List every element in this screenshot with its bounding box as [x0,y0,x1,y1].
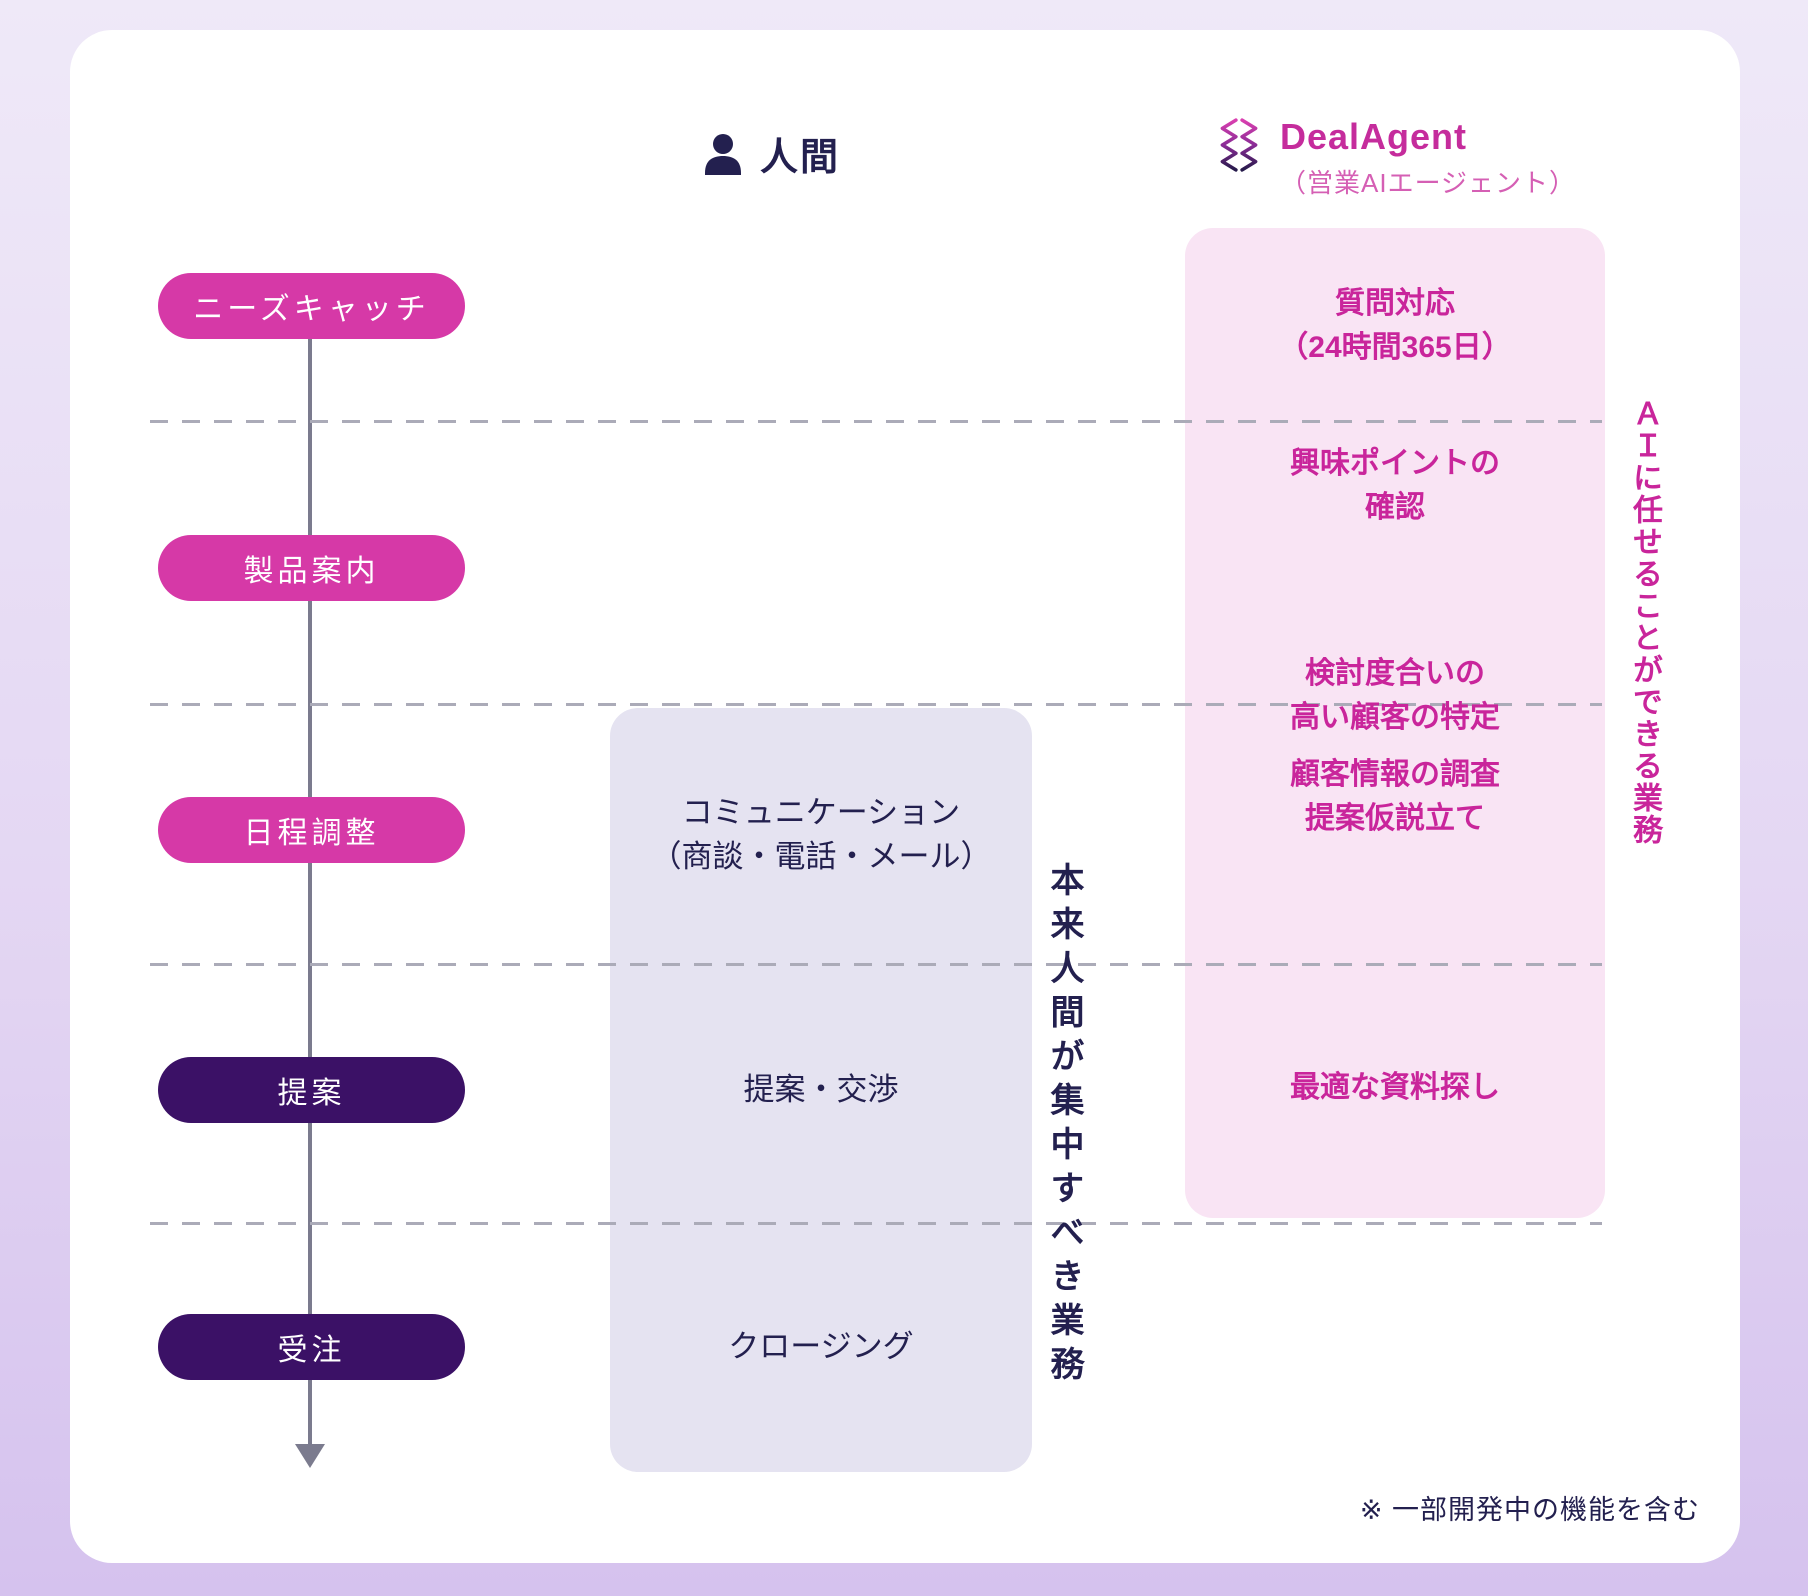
human-column-label: 人間 [760,137,841,179]
ai-task-research: 顧客情報の調査 提案仮説立て [1185,753,1605,841]
task-line: 顧客情報の調査 [1290,758,1500,791]
human-task-negotiation: 提案・交渉 [610,1068,1032,1112]
ai-task-lead-scoring: 検討度合いの 高い顧客の特定 [1185,652,1605,740]
person-icon [705,133,741,175]
flow-step-label: 製品案内 [243,555,380,588]
footnote: ※ 一部開発中の機能を含む [1359,1495,1700,1525]
ai-tasks-box [1185,228,1605,1218]
ai-task-material-search: 最適な資料探し [1185,1066,1605,1110]
phase-separator-2 [150,703,1602,706]
flow-arrow-line [308,300,312,1446]
ai-task-interest-check: 興味ポイントの 確認 [1185,442,1605,530]
flow-step-label: 提案 [277,1077,346,1110]
task-line: （24時間365日） [1278,331,1512,364]
ai-side-label: ＡＩに任せることができる業務 [1628,398,1661,846]
flow-step-scheduling: 日程調整 [158,797,465,863]
task-line: コミュニケーション [681,795,961,830]
human-task-communication: コミュニケーション （商談・電話・メール） [610,791,1032,879]
flow-step-needs-catch: ニーズキャッチ [158,273,465,339]
phase-separator-3 [150,963,1602,966]
phase-separator-4 [150,1222,1602,1225]
flow-step-label: 受注 [277,1334,346,1367]
human-tasks-box [610,708,1032,1472]
phase-separator-1 [150,420,1602,423]
human-task-closing: クロージング [610,1325,1032,1369]
flow-step-product-guide: 製品案内 [158,535,465,601]
flow-step-proposal: 提案 [158,1057,465,1123]
task-line: 興味ポイントの [1290,447,1500,480]
dealagent-logo-icon [1220,118,1258,172]
task-line: （商談・電話・メール） [650,839,992,874]
task-line: 質問対応 [1335,287,1455,320]
flow-arrow-head-icon [295,1444,325,1468]
task-line: 確認 [1365,491,1425,524]
flow-step-order: 受注 [158,1314,465,1380]
task-line: クロージング [728,1329,914,1364]
task-line: 提案仮説立て [1305,802,1485,835]
flow-step-label: ニーズキャッチ [193,293,430,326]
task-line: 高い顧客の特定 [1290,701,1500,734]
human-column-header: 人間 [700,126,840,181]
task-line: 検討度合いの [1305,657,1485,690]
agent-header-text: DealAgent （営業AIエージェント） [1280,116,1576,200]
agent-column-header: DealAgent （営業AIエージェント） [1212,116,1576,200]
ai-task-qa: 質問対応 （24時間365日） [1185,282,1605,370]
task-line: 最適な資料探し [1290,1071,1500,1104]
agent-subtitle: （営業AIエージェント） [1280,168,1577,199]
flow-step-label: 日程調整 [243,817,380,850]
agent-name: DealAgent [1280,116,1468,157]
task-line: 提案・交渉 [743,1072,899,1107]
human-side-label: 本来人間が集中すべき業務 [1045,862,1083,1390]
